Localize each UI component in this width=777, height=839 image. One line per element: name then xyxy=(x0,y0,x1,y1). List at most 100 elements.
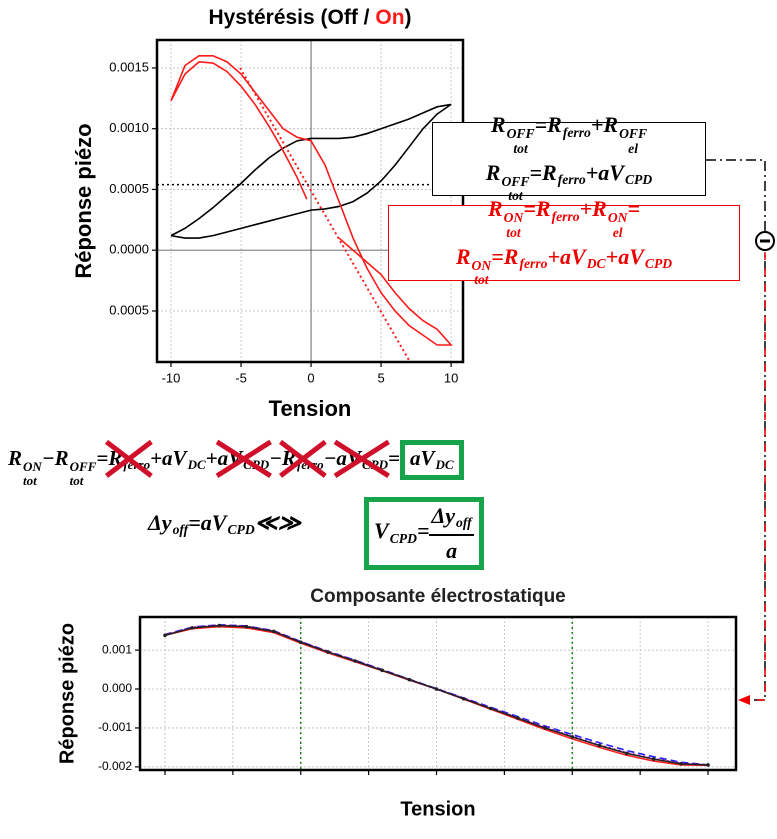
vcpd-equation: V CPD = Δy off a xyxy=(364,497,484,570)
subscript: off xyxy=(172,522,189,538)
cross-stroke xyxy=(335,442,389,476)
subscript: DC xyxy=(586,256,606,272)
term-text: = xyxy=(534,112,548,138)
subscript: DC xyxy=(435,457,454,473)
y-tick-label: -0.001 xyxy=(98,720,132,734)
term: + xyxy=(606,246,619,268)
cross-out xyxy=(214,440,274,478)
point xyxy=(624,751,629,756)
term: = xyxy=(535,114,548,136)
point xyxy=(326,650,330,654)
scripts: CPD xyxy=(227,523,254,538)
x-tick-label: -5 xyxy=(235,370,247,385)
chart-title: Composante électrostatique xyxy=(310,586,566,607)
scripts: ferro xyxy=(552,209,580,224)
point xyxy=(679,761,683,766)
scripts: CPD xyxy=(389,530,417,546)
subscript: CPD xyxy=(389,530,417,546)
y-tick-label: 0.001 xyxy=(102,642,132,656)
point xyxy=(244,624,249,629)
connector xyxy=(706,159,775,705)
term-text: V xyxy=(374,518,389,544)
term-text: = xyxy=(523,196,536,222)
term: = xyxy=(188,512,201,534)
scripts: OFF tot xyxy=(507,127,535,156)
superscript: ON xyxy=(607,210,628,226)
cross-stroke xyxy=(107,442,152,476)
scripts: ferro xyxy=(563,125,591,140)
term: = xyxy=(417,520,430,542)
term-text: Δy xyxy=(148,510,172,535)
term: − xyxy=(269,448,282,469)
term-text: + xyxy=(590,112,604,138)
point xyxy=(461,696,466,701)
term: R ON tot xyxy=(8,448,42,487)
scripts: ferro xyxy=(519,256,548,272)
term: R OFF tot xyxy=(491,114,535,156)
point xyxy=(543,726,547,730)
y-tick-label: 0.0010 xyxy=(109,120,149,135)
term: = xyxy=(628,198,641,220)
term-text: Δy xyxy=(431,503,456,528)
term: + xyxy=(547,246,560,268)
term: aV DC xyxy=(560,246,606,272)
term: = xyxy=(96,448,108,469)
term: Δy off xyxy=(148,512,188,538)
term-text: R xyxy=(542,160,557,185)
term: R ON tot xyxy=(456,246,491,288)
scripts: DC xyxy=(188,458,206,472)
title-part: On xyxy=(375,6,404,29)
point xyxy=(298,640,303,645)
term-text: aV xyxy=(618,244,644,269)
point xyxy=(651,757,656,761)
term-text: = xyxy=(491,244,504,269)
series-line xyxy=(170,55,453,346)
term: aV DC xyxy=(399,440,464,480)
series-line xyxy=(170,103,452,239)
cross-out xyxy=(104,440,154,478)
x-axis-label: Tension xyxy=(400,798,475,820)
plot-frame xyxy=(138,615,738,772)
term-text: aV xyxy=(560,244,586,269)
term-text: − xyxy=(323,446,337,470)
term-text: aV xyxy=(409,446,435,470)
term: + xyxy=(150,448,162,469)
term-text: R xyxy=(8,446,23,470)
subscript: tot xyxy=(69,472,84,488)
chart: Composante électrostatique Tension Réponse… xyxy=(56,586,738,820)
subscript: tot xyxy=(23,472,37,488)
term-text: R xyxy=(535,196,551,222)
point xyxy=(434,687,439,691)
denominator: a xyxy=(446,536,457,562)
term-text: = xyxy=(96,446,109,470)
superscript: ON xyxy=(503,210,524,226)
term-text: aV xyxy=(200,510,227,535)
term: + xyxy=(580,198,593,220)
term-text: R xyxy=(455,244,471,269)
scripts: ON tot xyxy=(504,211,524,240)
y-tick-label: 0.0015 xyxy=(109,59,149,74)
term-text: R xyxy=(503,244,519,269)
term: = xyxy=(523,198,536,220)
term-text: = xyxy=(387,446,400,470)
subscript: tot xyxy=(474,272,489,288)
superscript: OFF xyxy=(506,126,535,142)
term-text: − xyxy=(269,446,282,470)
term-text: + xyxy=(205,446,218,470)
term: + xyxy=(591,114,604,136)
scripts: OFF tot xyxy=(501,174,529,204)
subscript: ferro xyxy=(519,256,548,272)
scripts: OFF el xyxy=(619,127,647,156)
subscript: off xyxy=(456,515,472,531)
subscript: CPD xyxy=(644,256,673,272)
term-text: = xyxy=(188,510,201,535)
scripts: off xyxy=(172,522,189,538)
term: R OFF el xyxy=(603,114,647,156)
